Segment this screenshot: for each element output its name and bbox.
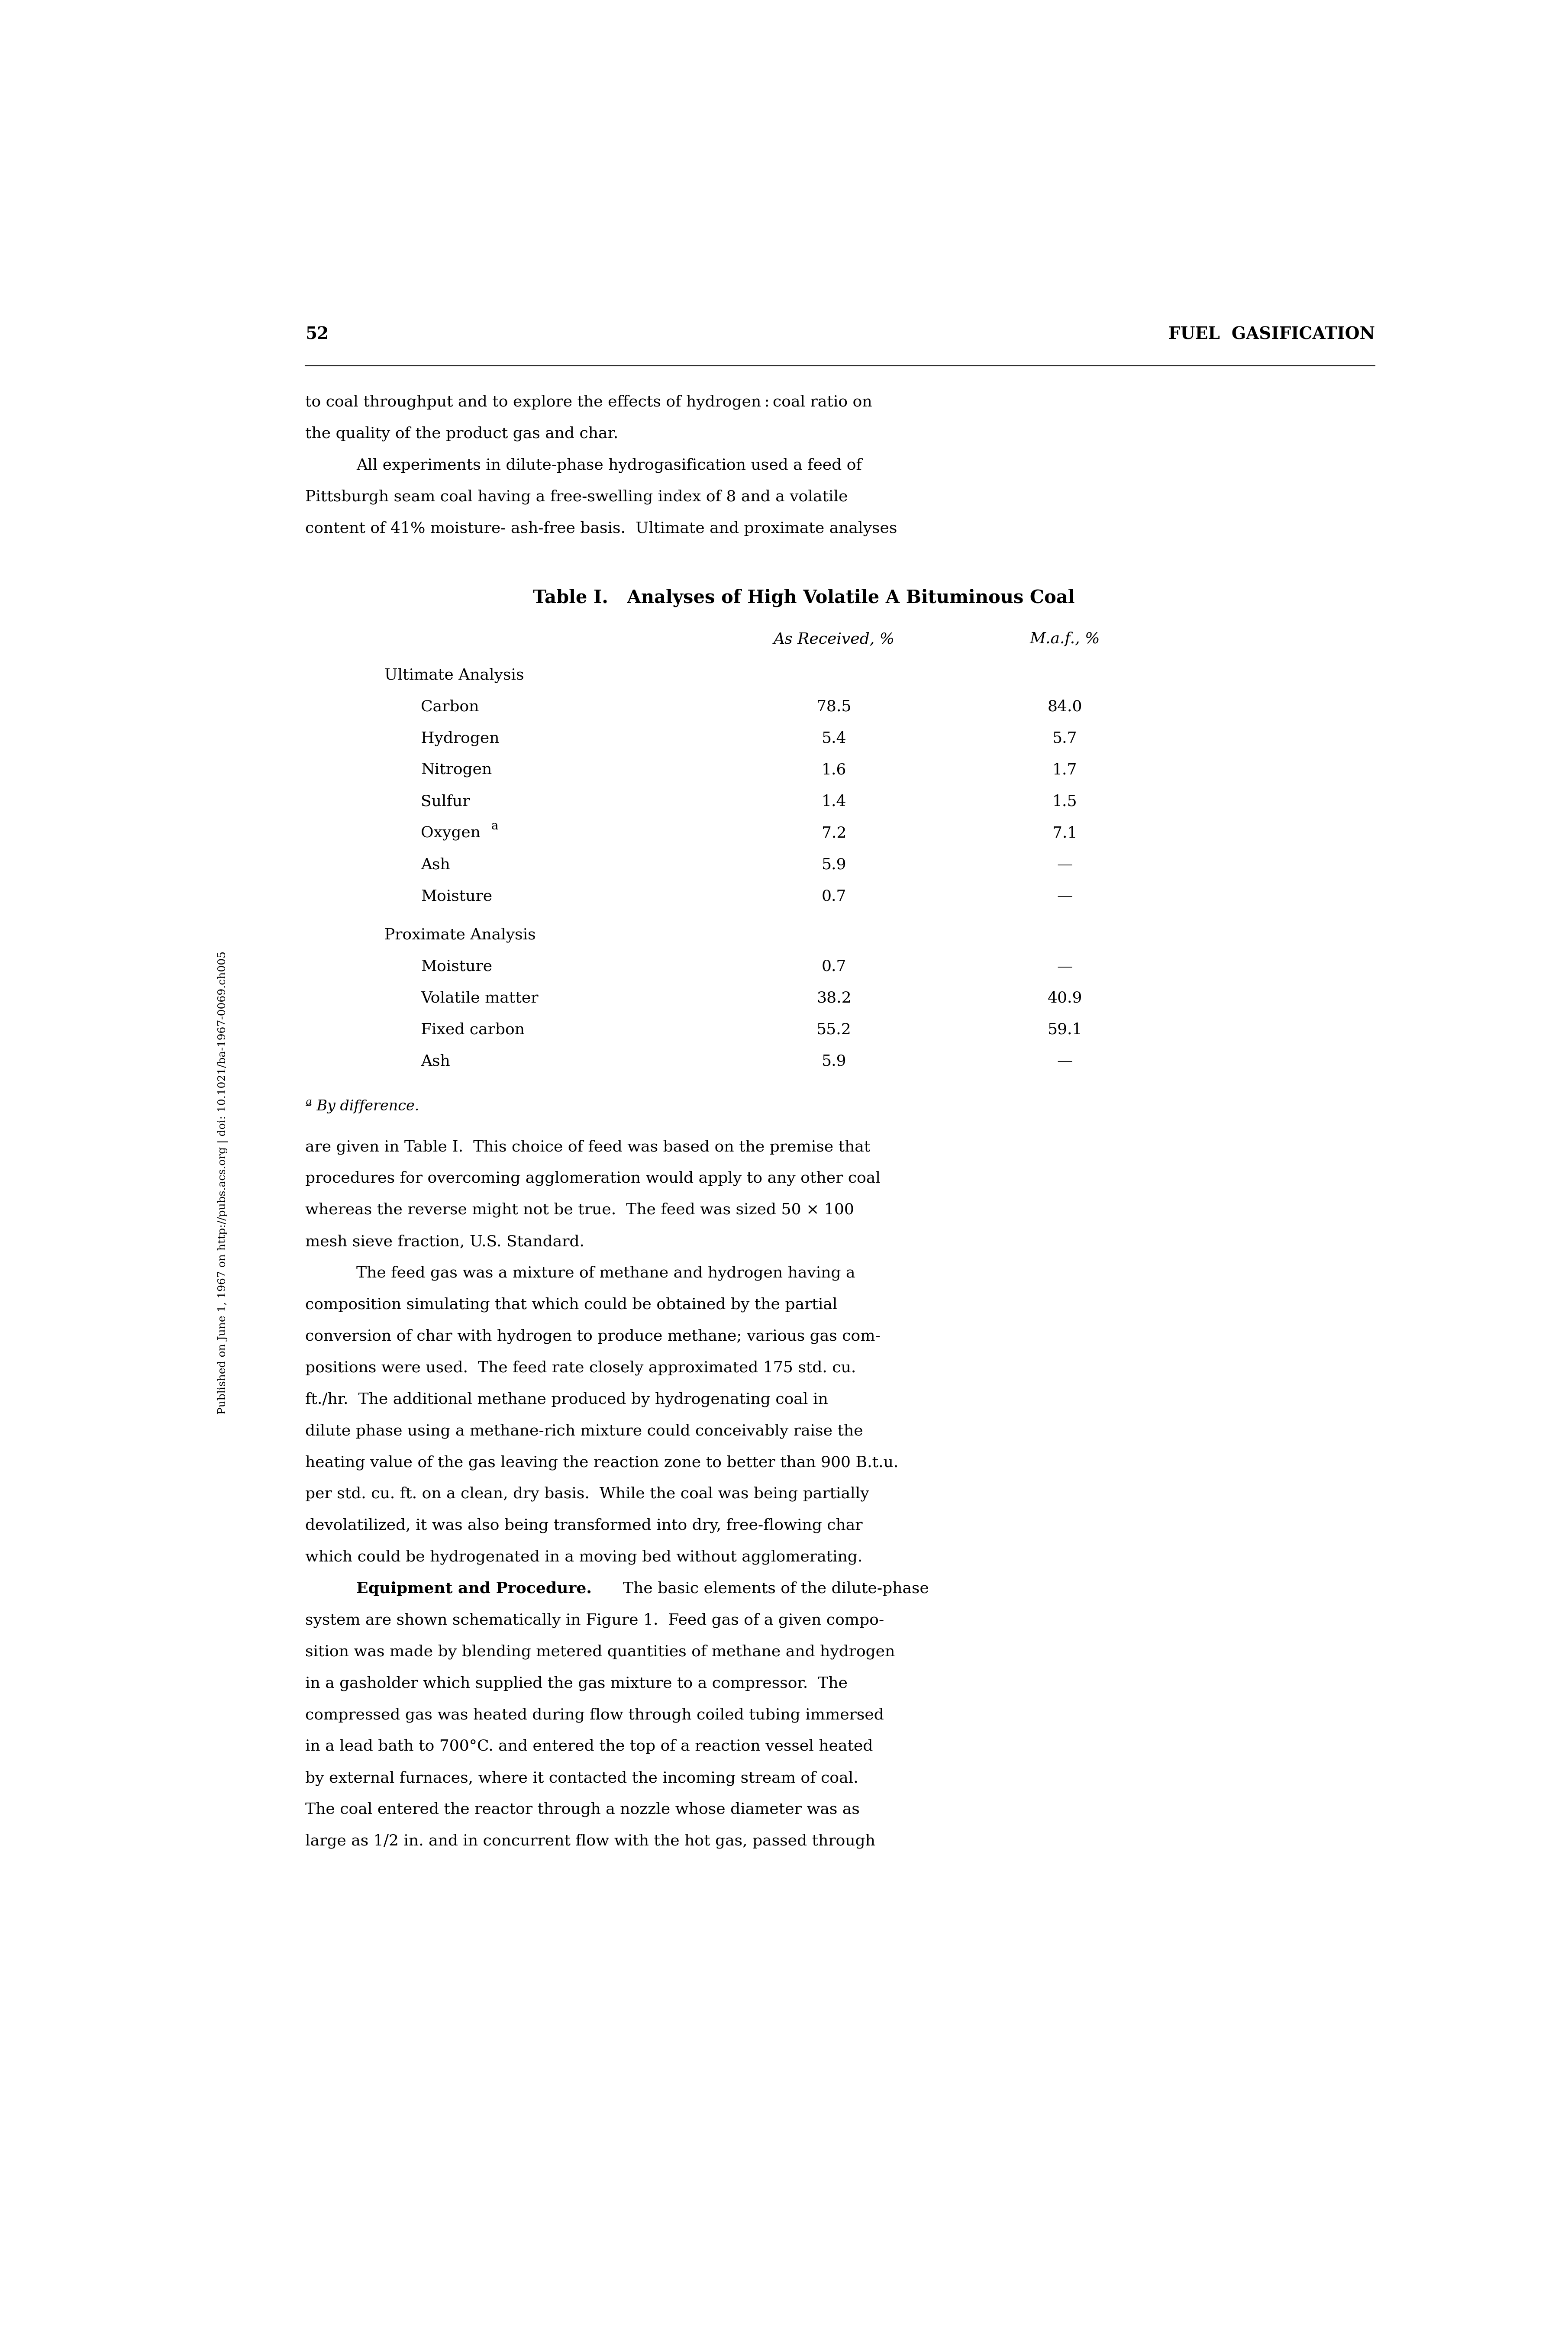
Text: 59.1: 59.1 — [1047, 1021, 1082, 1038]
Text: 0.7: 0.7 — [822, 960, 847, 974]
Text: Proximate Analysis: Proximate Analysis — [384, 927, 536, 941]
Text: —: — — [1057, 1054, 1073, 1068]
Text: 7.2: 7.2 — [822, 827, 847, 841]
Text: FUEL  GASIFICATION: FUEL GASIFICATION — [1168, 326, 1375, 342]
Text: whereas the reverse might not be true.  The feed was sized 50 × 100: whereas the reverse might not be true. T… — [306, 1201, 855, 1218]
Text: Table I.   Analyses of High Volatile A Bituminous Coal: Table I. Analyses of High Volatile A Bit… — [533, 588, 1074, 607]
Text: mesh sieve fraction, U.S. Standard.: mesh sieve fraction, U.S. Standard. — [306, 1234, 585, 1248]
Text: Nitrogen: Nitrogen — [420, 763, 492, 778]
Text: —: — — [1057, 857, 1073, 871]
Text: The feed gas was a mixture of methane and hydrogen having a: The feed gas was a mixture of methane an… — [356, 1265, 855, 1281]
Text: Equipment and Procedure.: Equipment and Procedure. — [356, 1581, 591, 1595]
Text: Oxygen: Oxygen — [420, 827, 480, 841]
Text: 1.5: 1.5 — [1052, 794, 1077, 808]
Text: large as 1/2 in. and in concurrent flow with the hot gas, passed through: large as 1/2 in. and in concurrent flow … — [306, 1834, 875, 1848]
Text: content of 41% moisture- ash-free basis.  Ultimate and proximate analyses: content of 41% moisture- ash-free basis.… — [306, 520, 897, 536]
Text: 5.7: 5.7 — [1052, 731, 1077, 745]
Text: 52: 52 — [306, 326, 329, 342]
Text: 84.0: 84.0 — [1047, 700, 1082, 714]
Text: 5.9: 5.9 — [822, 1054, 847, 1068]
Text: Ash: Ash — [420, 857, 450, 871]
Text: 1.7: 1.7 — [1052, 763, 1077, 778]
Text: 1.6: 1.6 — [822, 763, 847, 778]
Text: a: a — [491, 820, 499, 831]
Text: procedures for overcoming agglomeration would apply to any other coal: procedures for overcoming agglomeration … — [306, 1171, 881, 1185]
Text: to coal throughput and to explore the effects of hydrogen : coal ratio on: to coal throughput and to explore the ef… — [306, 396, 872, 410]
Text: Hydrogen: Hydrogen — [420, 731, 499, 745]
Text: —: — — [1057, 960, 1073, 974]
Text: the quality of the product gas and char.: the quality of the product gas and char. — [306, 426, 618, 440]
Text: Moisture: Moisture — [420, 888, 492, 904]
Text: 5.4: 5.4 — [822, 731, 847, 745]
Text: conversion of char with hydrogen to produce methane; various gas com-: conversion of char with hydrogen to prod… — [306, 1328, 881, 1344]
Text: per std. cu. ft. on a clean, dry basis.  While the coal was being partially: per std. cu. ft. on a clean, dry basis. … — [306, 1487, 869, 1501]
Text: in a lead bath to 700°C. and entered the top of a reaction vessel heated: in a lead bath to 700°C. and entered the… — [306, 1740, 873, 1754]
Text: system are shown schematically in Figure 1.  Feed gas of a given compo-: system are shown schematically in Figure… — [306, 1614, 884, 1628]
Text: Sulfur: Sulfur — [420, 794, 470, 808]
Text: in a gasholder which supplied the gas mixture to a compressor.  The: in a gasholder which supplied the gas mi… — [306, 1677, 848, 1691]
Text: Published on June 1, 1967 on http://pubs.acs.org | doi: 10.1021/ba-1967-0069.ch0: Published on June 1, 1967 on http://pubs… — [218, 951, 227, 1415]
Text: which could be hydrogenated in a moving bed without agglomerating.: which could be hydrogenated in a moving … — [306, 1550, 862, 1564]
Text: The coal entered the reactor through a nozzle whose diameter was as: The coal entered the reactor through a n… — [306, 1801, 859, 1817]
Text: compressed gas was heated during flow through coiled tubing immersed: compressed gas was heated during flow th… — [306, 1707, 884, 1721]
Text: are given in Table I.  This choice of feed was based on the premise that: are given in Table I. This choice of fee… — [306, 1141, 870, 1155]
Text: 55.2: 55.2 — [817, 1021, 851, 1038]
Text: Ultimate Analysis: Ultimate Analysis — [384, 667, 524, 684]
Text: 38.2: 38.2 — [817, 991, 851, 1005]
Text: composition simulating that which could be obtained by the partial: composition simulating that which could … — [306, 1297, 837, 1312]
Text: —: — — [1057, 888, 1073, 904]
Text: Carbon: Carbon — [420, 700, 480, 714]
Text: The basic elements of the dilute-phase: The basic elements of the dilute-phase — [613, 1581, 928, 1595]
Text: 1.4: 1.4 — [822, 794, 847, 808]
Text: Ash: Ash — [420, 1054, 450, 1068]
Text: 5.9: 5.9 — [822, 857, 847, 871]
Text: heating value of the gas leaving the reaction zone to better than 900 B.t.u.: heating value of the gas leaving the rea… — [306, 1454, 898, 1471]
Text: 40.9: 40.9 — [1047, 991, 1082, 1005]
Text: 7.1: 7.1 — [1052, 827, 1077, 841]
Text: Moisture: Moisture — [420, 960, 492, 974]
Text: positions were used.  The feed rate closely approximated 175 std. cu.: positions were used. The feed rate close… — [306, 1361, 856, 1375]
Text: M.a.f., %: M.a.f., % — [1030, 632, 1101, 646]
Text: Pittsburgh seam coal having a free-swelling index of 8 and a volatile: Pittsburgh seam coal having a free-swell… — [306, 489, 848, 504]
Text: All experiments in dilute-phase hydrogasification used a feed of: All experiments in dilute-phase hydrogas… — [356, 457, 862, 473]
Text: dilute phase using a methane-rich mixture could conceivably raise the: dilute phase using a methane-rich mixtur… — [306, 1424, 864, 1438]
Text: ft./hr.  The additional methane produced by hydrogenating coal in: ft./hr. The additional methane produced … — [306, 1391, 828, 1408]
Text: Volatile matter: Volatile matter — [420, 991, 538, 1005]
Text: 78.5: 78.5 — [817, 700, 851, 714]
Text: 0.7: 0.7 — [822, 888, 847, 904]
Text: by external furnaces, where it contacted the incoming stream of coal.: by external furnaces, where it contacted… — [306, 1771, 859, 1785]
Text: As Received, %: As Received, % — [773, 632, 895, 646]
Text: ª By difference.: ª By difference. — [306, 1101, 419, 1112]
Text: Fixed carbon: Fixed carbon — [420, 1021, 525, 1038]
Text: devolatilized, it was also being transformed into dry, free-flowing char: devolatilized, it was also being transfo… — [306, 1518, 862, 1534]
Text: sition was made by blending metered quantities of methane and hydrogen: sition was made by blending metered quan… — [306, 1644, 895, 1658]
